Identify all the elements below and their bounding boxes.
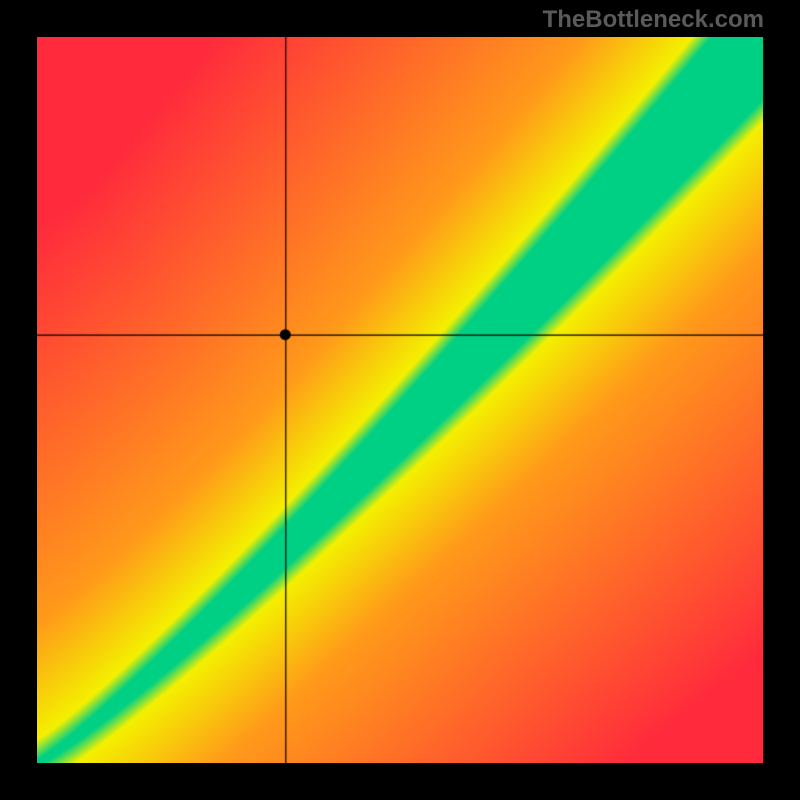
watermark-text: TheBottleneck.com: [543, 6, 764, 34]
chart-container: TheBottleneck.com: [0, 0, 800, 800]
bottleneck-heatmap: [37, 37, 763, 763]
